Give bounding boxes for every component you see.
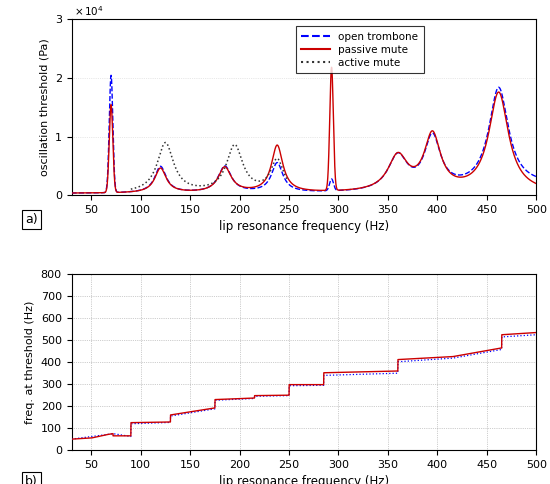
X-axis label: lip resonance frequency (Hz): lip resonance frequency (Hz) xyxy=(219,220,389,233)
Text: a): a) xyxy=(25,213,37,226)
Text: b): b) xyxy=(25,475,38,484)
Y-axis label: freq. at threshold (Hz): freq. at threshold (Hz) xyxy=(25,301,35,424)
Y-axis label: oscillation threshold (Pa): oscillation threshold (Pa) xyxy=(39,38,49,176)
X-axis label: lip resonance frequency (Hz): lip resonance frequency (Hz) xyxy=(219,475,389,484)
Legend: open trombone, passive mute, active mute: open trombone, passive mute, active mute xyxy=(296,26,424,73)
Text: $\times\,10^4$: $\times\,10^4$ xyxy=(74,5,104,18)
